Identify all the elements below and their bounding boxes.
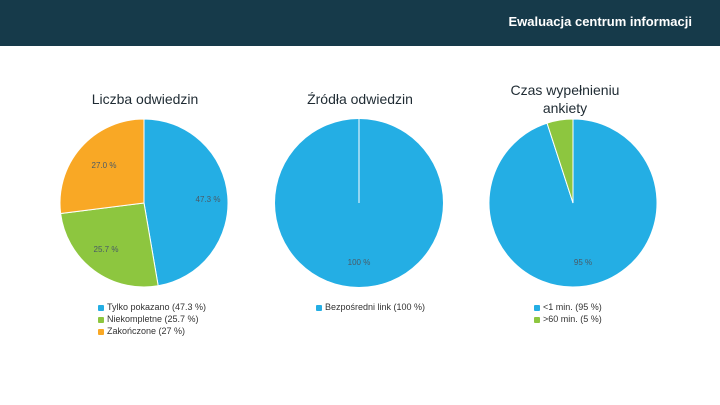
page-title: Ewaluacja centrum informacji — [508, 14, 692, 29]
legend-swatch — [534, 316, 540, 323]
pie-slice-2-1 — [546, 118, 574, 204]
pie-slice-0-1 — [60, 202, 159, 288]
chart-title-visits: Liczba odwiedzin — [91, 91, 199, 107]
pie-slice-0-2 — [59, 118, 145, 215]
legend-item: Bezpośredni link (100 %) — [316, 302, 425, 313]
legend-label: >60 min. (5 %) — [543, 314, 602, 324]
chart-title-sources: Źródła odwiedzin — [307, 91, 413, 107]
legend-label: Tylko pokazano (47.3 %) — [107, 302, 207, 312]
legend-label: Niekompletne (25.7 %) — [107, 314, 199, 324]
data-label-0-1: 25.7 % — [94, 245, 119, 254]
chart-title-fill-time: Czas wypełnieniu ankiety — [510, 82, 620, 116]
data-label-2-0: 95 % — [574, 258, 592, 267]
data-label-0-2: 27.0 % — [92, 161, 117, 170]
header-bar: Ewaluacja centrum informacji — [0, 0, 720, 46]
legend-label: Bezpośredni link (100 %) — [325, 302, 426, 312]
legend-label: Zakończone (27 %) — [107, 326, 186, 336]
legend-swatch — [316, 304, 322, 311]
legend-swatch — [98, 316, 104, 323]
legend-swatch — [98, 328, 104, 335]
legend-swatch — [534, 304, 540, 311]
legend-item: Zakończone (27 %) — [98, 326, 206, 337]
legend-visits: Tylko pokazano (47.3 %) Niekompletne (25.… — [98, 302, 206, 338]
legend-item: Tylko pokazano (47.3 %) — [98, 302, 206, 313]
legend-item: <1 min. (95 %) — [534, 302, 602, 313]
legend-item: >60 min. (5 %) — [534, 314, 602, 325]
data-label-0-0: 47.3 % — [196, 195, 221, 204]
legend-item: Niekompletne (25.7 %) — [98, 314, 206, 325]
legend-swatch — [98, 304, 104, 311]
legend-label: <1 min. (95 %) — [543, 302, 602, 312]
legend-fill-time: <1 min. (95 %) >60 min. (5 %) — [534, 302, 602, 326]
data-label-1-0: 100 % — [348, 258, 371, 267]
pie-slice-0-0 — [143, 118, 229, 287]
legend-sources: Bezpośredni link (100 %) — [316, 302, 425, 314]
